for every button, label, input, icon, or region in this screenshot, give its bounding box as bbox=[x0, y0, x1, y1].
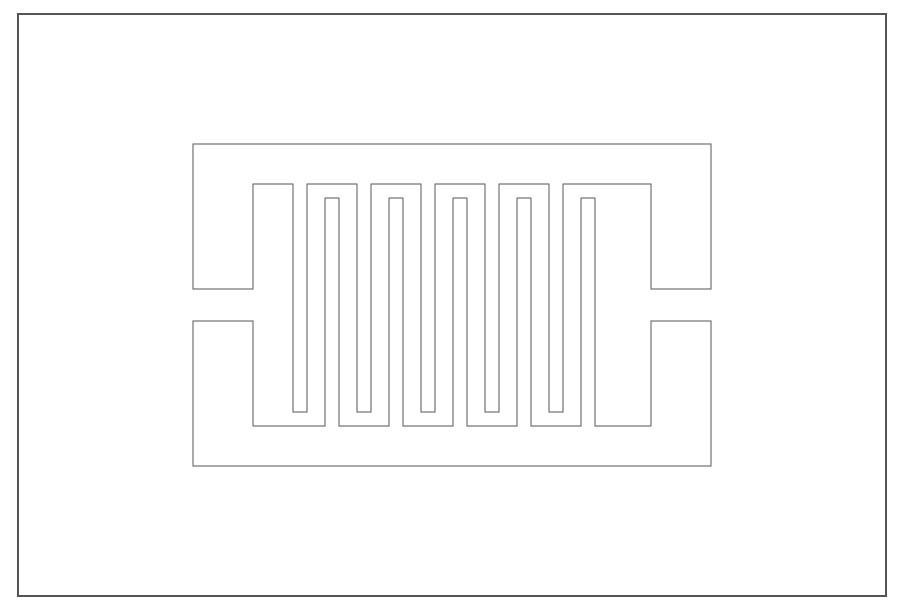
bottom-electrode bbox=[193, 198, 711, 466]
diagram-canvas bbox=[0, 0, 905, 612]
top-electrode bbox=[193, 144, 711, 412]
outer-frame bbox=[18, 14, 886, 596]
